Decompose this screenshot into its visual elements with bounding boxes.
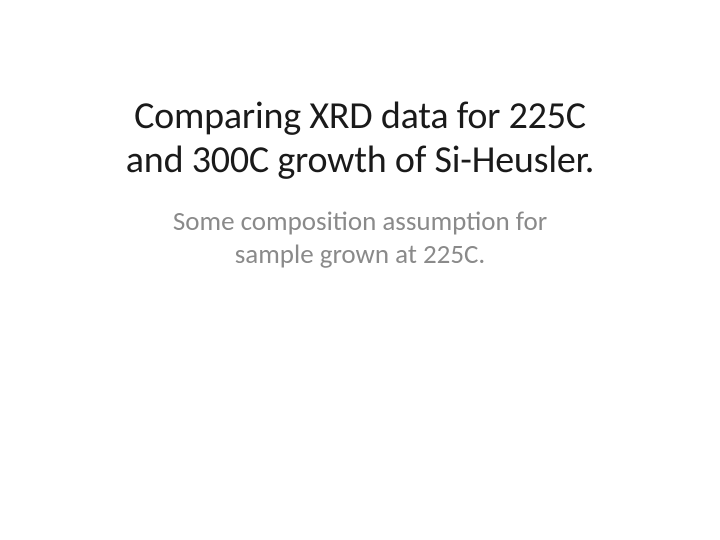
subtitle-line-1: Some composition assumption for [173,206,547,238]
subtitle-line-2: sample grown at 225C. [173,239,547,271]
slide-title: Comparing XRD data for 225C and 300C gro… [126,95,594,182]
title-line-1: Comparing XRD data for 225C [126,95,594,139]
title-line-2: and 300C growth of Si-Heusler. [126,139,594,183]
slide-subtitle: Some composition assumption for sample g… [173,206,547,271]
